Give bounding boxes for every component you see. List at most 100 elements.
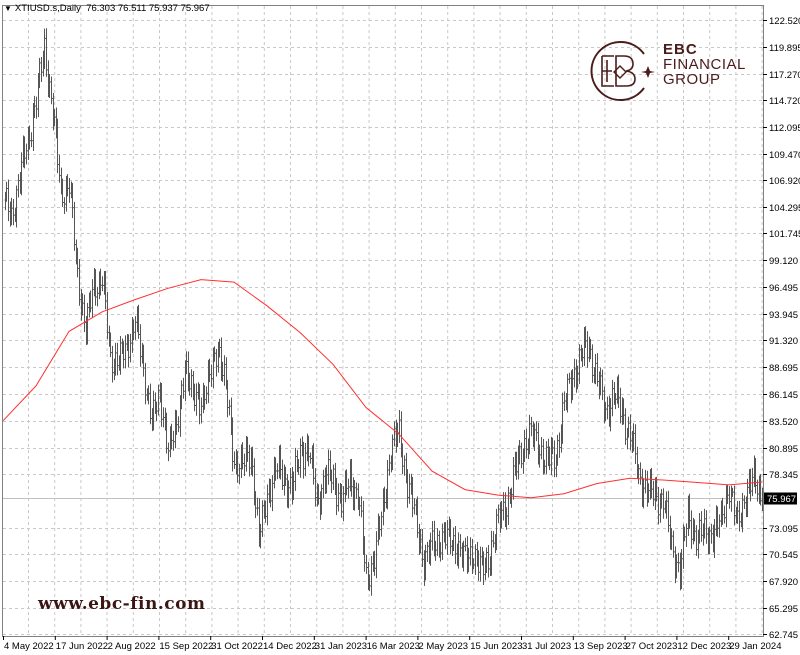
price-bar — [63, 197, 66, 215]
price-bar — [292, 471, 295, 501]
price-bar — [122, 341, 125, 369]
price-bar — [477, 550, 480, 581]
price-bar — [449, 519, 452, 555]
price-bar — [132, 319, 135, 341]
price-bar — [655, 476, 658, 502]
price-bar — [568, 372, 571, 384]
price-bar — [360, 496, 363, 518]
price-bar — [213, 346, 216, 362]
y-tick-label: 101.745 — [769, 229, 800, 240]
x-tick-label: 12 Dec 2023 — [677, 641, 731, 652]
y-tick-label: 122.520 — [769, 16, 800, 27]
price-bar — [162, 407, 165, 428]
price-bar — [403, 455, 406, 476]
price-bar — [688, 493, 691, 529]
price-bar — [23, 136, 26, 169]
price-bar — [375, 531, 378, 579]
price-bar — [66, 174, 69, 197]
price-bar — [566, 373, 569, 413]
price-bar — [182, 377, 185, 399]
x-tick-label: 29 Jan 2024 — [729, 641, 781, 652]
price-bar — [137, 304, 140, 339]
price-bar — [657, 486, 660, 525]
y-tick-label: 67.920 — [769, 577, 798, 588]
price-bar — [152, 390, 155, 431]
price-bar — [91, 279, 94, 319]
x-tick-label: 4 May 2022 — [4, 641, 54, 652]
price-bar — [294, 447, 297, 491]
price-bar — [523, 429, 526, 462]
price-bar — [507, 486, 510, 526]
price-bar — [380, 511, 383, 537]
y-tick-label: 114.720 — [769, 96, 800, 107]
price-bar — [190, 369, 193, 398]
price-bar — [416, 496, 419, 538]
price-bar — [208, 358, 211, 383]
price-bar — [188, 372, 191, 396]
price-bar — [749, 468, 752, 502]
price-bar — [485, 547, 488, 573]
price-bar — [563, 391, 566, 411]
price-bar — [426, 541, 429, 562]
y-tick-label: 112.095 — [769, 123, 800, 134]
y-tick-label: 86.145 — [769, 390, 798, 401]
price-bar — [584, 326, 587, 348]
price-bar — [228, 399, 231, 416]
price-bar — [512, 457, 515, 500]
price-bar — [274, 457, 277, 481]
price-bar — [165, 412, 168, 454]
price-bar — [198, 383, 201, 425]
price-bar — [723, 505, 726, 524]
price-bar — [721, 497, 724, 525]
price-bar — [490, 530, 493, 576]
y-tick-label: 106.920 — [769, 176, 800, 187]
price-bar — [317, 484, 320, 505]
x-tick-label: 15 Sep 2022 — [159, 641, 213, 652]
price-bar — [287, 480, 290, 509]
price-bar — [614, 392, 617, 410]
price-bar — [89, 290, 92, 313]
y-tick-label: 96.495 — [769, 283, 798, 294]
price-bar — [500, 501, 503, 529]
price-bar — [139, 324, 142, 367]
price-bar — [281, 459, 284, 490]
price-bar — [637, 464, 640, 485]
price-bar — [391, 434, 394, 471]
y-tick-label: 88.695 — [769, 363, 798, 374]
price-bar — [398, 409, 401, 443]
price-bar — [144, 362, 147, 405]
triangle-down-icon[interactable]: ▼ — [4, 4, 12, 13]
y-tick-label: 117.270 — [769, 70, 800, 81]
price-bar — [185, 351, 188, 375]
logo-line-3: GROUP — [663, 71, 721, 88]
price-bar — [457, 532, 460, 569]
price-bar — [378, 515, 381, 540]
price-bar — [644, 469, 647, 494]
price-bar — [241, 442, 244, 470]
price-bar — [233, 451, 236, 469]
price-bar — [492, 531, 495, 548]
ohlc-values: 76.303 76.511 75.937 75.967 — [86, 3, 210, 14]
y-tick-label: 83.520 — [769, 417, 798, 428]
time-axis[interactable]: 4 May 2022 17 Jun 2022 2 Aug 2022 15 Sep 20… — [3, 636, 782, 652]
price-bar — [746, 478, 749, 518]
price-bar — [170, 423, 173, 450]
price-bar — [81, 293, 84, 316]
price-bar — [675, 554, 678, 579]
x-tick-label: 15 Jun 2023 — [470, 641, 522, 652]
price-bar — [660, 488, 663, 509]
price-axis[interactable]: 122.520 119.895 117.270 114.720 112.095 109.4… — [763, 16, 800, 641]
price-bar — [578, 344, 581, 385]
y-tick-label: 78.345 — [769, 470, 798, 481]
price-bar — [606, 396, 609, 420]
price-bar — [142, 344, 145, 377]
price-bar — [469, 537, 472, 566]
price-bar — [622, 398, 625, 425]
price-bar — [736, 501, 739, 524]
price-bar — [332, 464, 335, 490]
price-bar — [7, 179, 10, 222]
price-bar — [710, 523, 713, 544]
price-bar — [312, 443, 315, 485]
plot-border — [2, 5, 764, 637]
